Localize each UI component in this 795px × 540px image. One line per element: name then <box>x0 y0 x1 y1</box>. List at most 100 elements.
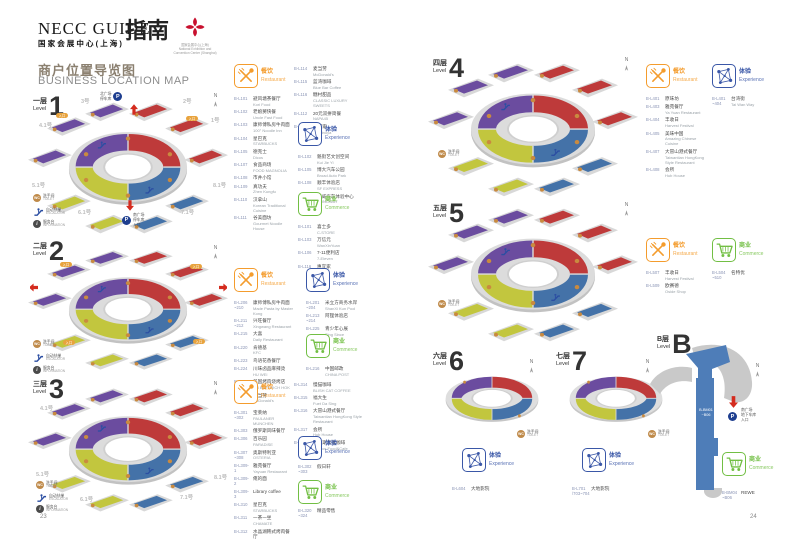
parking-icon: P <box>122 215 131 225</box>
list-item: B-L317 会所 Hub House <box>294 426 334 438</box>
list-item: B-L306 百乐园 PARADISE <box>234 436 273 448</box>
information-icon: i <box>36 505 44 514</box>
l4-experience-header: 体验 Experience <box>712 64 764 88</box>
experience-icon <box>298 122 322 146</box>
compass-north: N <box>211 382 220 396</box>
l5-restaurant-header: 餐饮 Restaurant <box>646 238 697 262</box>
list-item: B-L108 市井小馆 <box>234 175 272 181</box>
toilet-icon: WC <box>33 194 41 203</box>
entrance-pill: 入口 <box>193 339 205 345</box>
l7-experience-list: B-L701 /703~704 大地影院 <box>572 486 642 499</box>
list-item: B-L116 糖村甜品 CLASSIC LUXURY SWEETS <box>294 92 348 109</box>
header-brand-block: NECC GUIDE 国家会展中心(上海) <box>38 20 150 49</box>
list-item: B-L302 ~303 假日轩 <box>298 464 331 475</box>
list-item: B-L223 鸟语花香餐厅 <box>234 357 281 363</box>
list-item: B-L225 青少年心展 Sing Since <box>306 326 348 337</box>
list-item: B-L309-3 Library coffee <box>234 489 281 500</box>
flower-logo-icon <box>185 17 205 37</box>
parking-icon: P <box>113 92 123 102</box>
b-commerce-header: 商业 Commerce <box>722 452 773 476</box>
up-arrow-icon <box>130 104 138 115</box>
list-item: B-L314 慢猫咖啡 BLISH CAT COFFEE <box>294 382 351 393</box>
list-item: B-L307 ~308 奥斯特利亚 OSTERIA <box>234 449 276 461</box>
hall-label: 5.1号 <box>36 472 50 478</box>
level-5-map <box>428 205 638 345</box>
hall-label: 7.1号 <box>180 495 194 501</box>
commerce-icon <box>298 192 322 216</box>
l5-restaurant-list: B-L507 丰收日 Harvest Festival B-L509 欧赛德 Oside … <box>646 270 708 296</box>
parking-icon: P <box>728 412 737 421</box>
commerce-icon <box>306 334 330 358</box>
escalator-key: 自动扶梯 ESCALATOR <box>33 207 65 217</box>
list-item: B-L311 一茶一坐 CHAMATE <box>234 515 273 527</box>
hall-label: 8.1号 <box>213 183 227 189</box>
hall-label: 4.1号 <box>39 123 53 129</box>
hall-label: 4.1号 <box>40 406 54 412</box>
list-item: B-L115 蓝湾咖啡 Blue Bar Coffee <box>294 79 342 90</box>
toilet-icon: WC <box>517 430 525 439</box>
level-b-map <box>650 344 753 498</box>
escalator-icon <box>33 207 44 216</box>
l3-restaurant-header: 餐饮 Restaurant <box>234 380 285 404</box>
parking-north-annotation: 北广场 停车库 P <box>100 92 123 102</box>
l3-commerce-header: 商业 Commerce <box>298 480 349 504</box>
list-item: B-L316 大冒山港式餐厅 Taiwantian HongKong Style R… <box>294 408 362 425</box>
list-item: B-L102 老娘舅快餐 Uncle Fast Food <box>234 109 283 120</box>
experience-icon <box>462 448 486 472</box>
necc-logo: 国家会展中心(上海) National Exhibition and Conve… <box>172 16 218 55</box>
l1-restaurant-list: B-L101 避风塘茶餐厅 Kori Food B-L102 老娘舅快餐 Uncle Fa… <box>234 96 292 233</box>
list-item: B-L404 丰收日 Harvest Festival <box>646 117 694 129</box>
l6-experience-header: 体验 Experience <box>462 448 514 472</box>
north-arrow-icon <box>213 389 218 395</box>
l3-restaurant-list: B-L301 ~302 宝莱纳 PAULANER MUNCHEN B-L303 俄罗斯风… <box>234 410 292 540</box>
level-3-label: 三层 Level 3 <box>33 374 65 404</box>
list-item: B-L310 星巴克 STARBUCKS <box>234 502 278 513</box>
b-commerce-list: B-BM04 ~B06 REWE <box>722 490 788 503</box>
hall-label: 2号 <box>183 99 192 105</box>
level-6-map <box>428 362 556 436</box>
list-item: B-L103 万信元 WanXinYuan <box>298 237 340 248</box>
page-number-right: 24 <box>750 514 757 520</box>
list-item: B-L112 20元双拼简餐 NAPA45 <box>294 110 342 122</box>
restaurant-icon <box>234 268 258 292</box>
list-item: B-L213 ~214 阿狸体验店 <box>306 313 348 324</box>
list-item: B-L206 ~210 康师傅私房牛肉面 Made Pasta by Master … <box>234 300 294 316</box>
logo-caption-cn: 国家会展中心(上海) <box>181 43 209 47</box>
down-arrow-icon <box>126 200 134 211</box>
experience-icon <box>582 448 606 472</box>
toilet-icon: WC <box>33 340 41 349</box>
experience-icon <box>306 268 330 292</box>
l4-experience-list: B-L401 ~404 台湾街 Tai Wan Way <box>712 96 778 109</box>
l4-restaurant-header: 餐饮 Restaurant <box>646 64 697 88</box>
level-b-label: B层 Level B <box>657 329 692 359</box>
brand-title: NECC GUIDE <box>38 19 151 38</box>
l3-experience-list: B-L302 ~303 假日轩 <box>298 464 364 477</box>
information-key: i 服务台 INFORMATION <box>33 220 65 229</box>
l5-commerce-header: 商业 Commerce <box>712 238 763 262</box>
l1-experience-header: 体验 Experience <box>298 122 350 146</box>
l1-commerce-list: B-L101 喜士多 C-STORE B-L103 万信元 WanXinYuan B-L10… <box>298 224 362 272</box>
logo-caption-en: National Exhibition and Convention Cente… <box>173 47 217 56</box>
list-item: B-L408 会所 Hub House <box>646 167 686 178</box>
escalator-key: 自动扶梯 ESCALATOR <box>36 493 68 503</box>
information-key: i 服务台 INFORMATION <box>36 505 68 514</box>
entrance-pill: 入口 <box>60 262 72 268</box>
compass-north: N <box>622 58 631 72</box>
list-item: B-L604 大地影院 <box>452 486 490 491</box>
experience-icon <box>298 436 322 460</box>
parking-south-annotation: P 南广场 停车库 入口 <box>122 213 144 228</box>
list-item: B-L109 真功夫 Zhen Kungfu <box>234 183 276 195</box>
l2-experience-list: B-L201 ~204 米立方商务水岸 ShanXi Kun Pool B-L213 … <box>306 300 372 339</box>
list-item: B-L103 康师傅私房牛肉面 100° Noodle Inn <box>234 122 290 134</box>
list-item: B-L504 ~510 名特优 <box>712 270 745 281</box>
list-item: B-L110 汉拿山 Korean Traditional Cuisine <box>234 196 286 213</box>
list-item: B-L312水晶湖韩式烤肉餐厅Crystal&Coral Restaurant <box>234 528 290 540</box>
north-arrow-icon <box>755 371 760 377</box>
page-title-en: BUSINESS LOCATION MAP <box>38 75 190 87</box>
list-item: B-L701 /703~704 大地影院 <box>572 486 610 497</box>
escalator-icon <box>36 493 47 502</box>
information-icon: i <box>33 220 41 229</box>
list-item: B-L101 避风塘茶餐厅 Kori Food <box>234 96 281 107</box>
list-item: B-L114 麦当劳 McDonald's <box>294 66 334 77</box>
